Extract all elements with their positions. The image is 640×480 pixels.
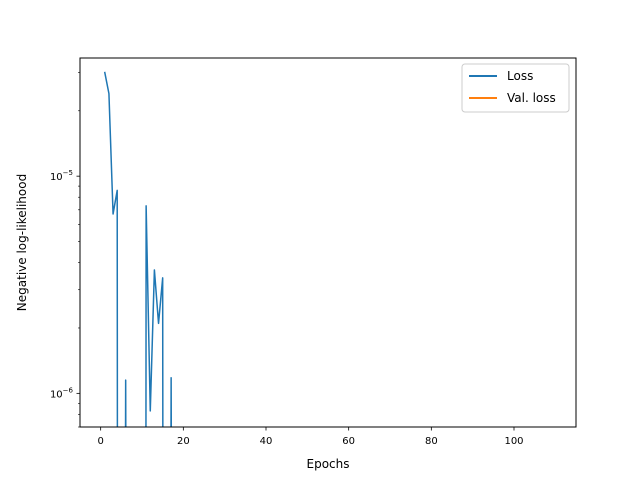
x-axis-label: Epochs	[307, 457, 350, 471]
x-tick-label: 0	[97, 436, 103, 447]
x-axis: 0 20 40 60 80 100	[97, 427, 524, 447]
y-tick-label: 10−5	[50, 169, 73, 183]
y-tick-label: 10−6	[50, 386, 74, 400]
plot-frame	[79, 57, 577, 428]
series-line-0-segment-2	[145, 205, 164, 427]
x-tick-label: 100	[504, 436, 523, 447]
series-line-0-segment-0	[103, 71, 119, 427]
y-axis: 10−6 10−5	[50, 169, 80, 400]
y-axis-label: Negative log-likelihood	[15, 174, 29, 311]
series-layer	[103, 71, 173, 427]
plot-area	[80, 58, 576, 427]
y-axis-minor-ticks	[78, 72, 80, 428]
legend-label-loss: Loss	[507, 69, 533, 83]
legend-label-val-loss: Val. loss	[507, 91, 556, 105]
legend: Loss Val. loss	[461, 63, 570, 113]
x-tick-label: 40	[260, 436, 273, 447]
x-tick-label: 20	[177, 436, 190, 447]
x-tick-label: 80	[425, 436, 438, 447]
x-tick-label: 60	[342, 436, 355, 447]
